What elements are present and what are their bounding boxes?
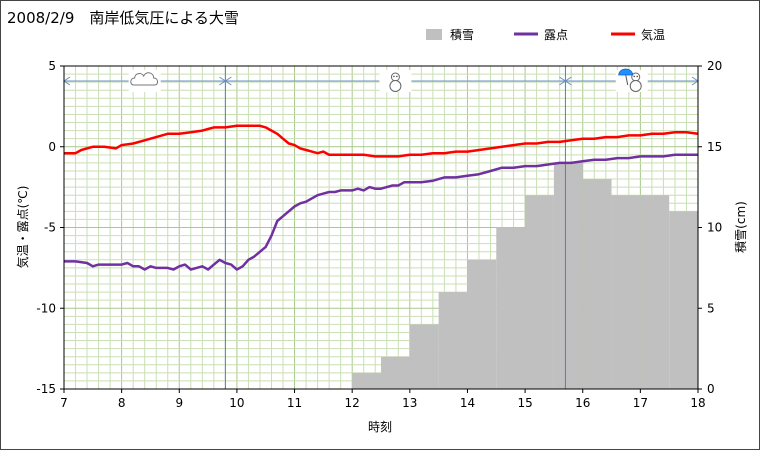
y-axis-label-right: 積雪(cm) [733,201,748,253]
legend-item: 積雪 [426,27,474,42]
snowman-eye [633,75,635,78]
snow-bar [352,372,381,389]
snowman-eye [636,75,638,78]
series-line-temperature [64,124,699,158]
snow-bar [582,179,612,389]
legend-label: 積雪 [450,27,474,42]
y-left-tick-label: 0 [48,140,56,154]
umbrella-handle [625,74,629,86]
arrow-head-left [564,76,572,86]
legend-label: 気温 [641,27,665,42]
snow-bar [496,227,526,389]
y-left-tick-label: 5 [48,59,56,73]
legend: 積雪 露点 気温 [426,27,665,42]
x-tick-label: 9 [175,396,183,410]
snow-bar [669,211,698,389]
snowman-eye [396,75,398,78]
x-tick-label: 18 [690,396,705,410]
x-tick-label: 13 [402,396,417,410]
snowman-body [629,80,642,92]
x-tick-label: 10 [229,396,244,410]
series-lines [64,124,699,271]
snow-bar [525,195,554,389]
x-tick-label: 8 [118,396,126,410]
y-right-tick-label: 0 [707,382,715,396]
umbrella-canopy [618,68,634,76]
cloud-icon [128,70,161,92]
x-tick-label: 17 [633,396,648,410]
snowman-icon [379,70,412,92]
snow-bar [438,292,468,389]
x-tick-label: 14 [460,396,475,410]
legend-item: 気温 [611,27,665,42]
y-right-tick-label: 10 [707,221,722,235]
series-line-dewpoint [64,153,698,271]
x-axis-label: 時刻 [368,420,392,434]
snow-bar [381,356,410,389]
legend-swatch [426,29,442,40]
snowman-eye [393,75,395,78]
snow-bar [467,259,497,389]
y-left-tick-label: -15 [36,382,56,396]
snowman-body [389,80,402,92]
x-tick-label: 15 [517,396,532,410]
y-right-tick-label: 20 [707,59,722,73]
arrow-head-left [224,76,232,86]
x-tick-label: 11 [287,396,302,410]
legend-label: 露点 [544,28,568,42]
snowman-head [390,72,400,82]
snow-bars [352,162,698,389]
y-right-tick-label: 5 [707,301,715,315]
y-right-tick-label: 15 [707,140,722,154]
y-axis-label-left: 気温・露点(℃) [15,186,30,269]
umbrella-snowman-icon [615,68,648,92]
chart-title: 2008/2/9 南岸低気圧による大雪 [7,9,239,27]
y-left-tick-label: -10 [36,301,56,315]
snow-bar [640,195,670,389]
x-tick-label: 12 [345,396,360,410]
legend-item: 露点 [514,28,568,42]
snow-bar [409,324,439,389]
axes: 7 8 9 10 11 12 13 14 15 16 17 18 5 0 -5 -10 -15 20 15 10 5 0 [36,59,722,410]
snow-bar [611,195,641,389]
weather-annotations [63,66,699,389]
x-tick-label: 7 [60,396,68,410]
x-tick-label: 16 [575,396,590,410]
snow-bar [553,162,583,389]
cloud-shape [130,72,159,86]
y-left-tick-label: -5 [44,221,56,235]
